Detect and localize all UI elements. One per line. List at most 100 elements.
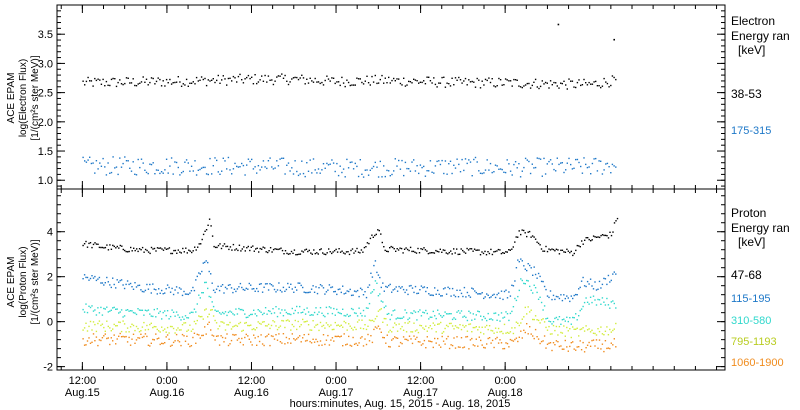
proton-point-795-1193 bbox=[454, 325, 457, 327]
electron-point-175-315 bbox=[261, 166, 263, 168]
proton-point-310-580 bbox=[120, 309, 123, 311]
electron-point-175-315 bbox=[571, 168, 574, 170]
proton-point-1060-1900 bbox=[595, 339, 598, 341]
proton-point-115-195 bbox=[187, 293, 190, 296]
proton-point-310-580 bbox=[300, 312, 302, 314]
proton-point-310-580 bbox=[536, 291, 538, 294]
proton-point-310-580 bbox=[563, 318, 565, 320]
electron-point-175-315 bbox=[200, 167, 203, 169]
proton-point-47-68 bbox=[274, 248, 276, 250]
electron-point-38-53 bbox=[322, 84, 325, 86]
proton-point-310-580 bbox=[224, 311, 227, 313]
electron-point-175-315 bbox=[513, 163, 515, 166]
proton-point-1060-1900 bbox=[411, 342, 414, 345]
proton-point-795-1193 bbox=[527, 306, 529, 308]
proton-point-310-580 bbox=[509, 312, 512, 315]
electron-point-38-53 bbox=[279, 75, 281, 77]
proton-point-795-1193 bbox=[275, 325, 277, 327]
electron-point-38-53 bbox=[443, 76, 445, 78]
proton-point-795-1193 bbox=[284, 326, 286, 329]
proton-point-1060-1900 bbox=[321, 344, 323, 346]
proton-point-115-195 bbox=[534, 273, 537, 276]
proton-legend-795-1193: 795-1193 bbox=[731, 336, 777, 348]
proton-point-47-68 bbox=[317, 253, 319, 255]
proton-point-115-195 bbox=[331, 286, 334, 288]
proton-point-795-1193 bbox=[401, 325, 403, 328]
proton-point-310-580 bbox=[248, 314, 250, 317]
proton-point-310-580 bbox=[221, 311, 224, 314]
proton-point-47-68 bbox=[606, 235, 608, 237]
proton-point-1060-1900 bbox=[379, 328, 381, 330]
proton-point-795-1193 bbox=[199, 316, 201, 318]
proton-point-115-195 bbox=[546, 295, 549, 297]
electron-point-38-53 bbox=[561, 82, 563, 85]
proton-point-1060-1900 bbox=[322, 334, 325, 336]
electron-point-38-53 bbox=[544, 81, 547, 84]
electron-point-175-315 bbox=[291, 167, 293, 169]
proton-point-1060-1900 bbox=[125, 335, 127, 338]
electron-point-38-53 bbox=[169, 78, 171, 81]
proton-point-115-195 bbox=[296, 289, 298, 291]
electron-point-38-53 bbox=[413, 78, 415, 80]
proton-point-1060-1900 bbox=[215, 335, 218, 337]
proton-point-795-1193 bbox=[402, 329, 405, 331]
proton-point-310-580 bbox=[122, 316, 124, 318]
electron-point-38-53 bbox=[271, 79, 273, 81]
proton-point-795-1193 bbox=[494, 327, 497, 329]
proton-point-310-580 bbox=[353, 312, 356, 314]
proton-point-795-1193 bbox=[303, 321, 305, 323]
proton-point-1060-1900 bbox=[356, 344, 359, 346]
proton-point-1060-1900 bbox=[166, 334, 169, 336]
electron-point-38-53 bbox=[336, 81, 338, 83]
proton-point-47-68 bbox=[89, 242, 92, 244]
electron-point-38-53 bbox=[463, 80, 465, 82]
proton-point-795-1193 bbox=[597, 328, 599, 330]
proton-point-115-195 bbox=[198, 272, 200, 274]
proton-point-47-68 bbox=[281, 249, 284, 252]
proton-point-47-68 bbox=[127, 251, 129, 253]
proton-point-310-580 bbox=[238, 307, 240, 310]
proton-point-47-68 bbox=[305, 248, 308, 250]
electron-point-38-53 bbox=[576, 81, 579, 84]
proton-point-310-580 bbox=[367, 307, 369, 309]
proton-point-115-195 bbox=[438, 293, 440, 295]
proton-point-115-195 bbox=[294, 286, 296, 288]
proton-point-1060-1900 bbox=[518, 336, 520, 338]
proton-point-795-1193 bbox=[152, 326, 154, 329]
proton-point-115-195 bbox=[334, 290, 336, 293]
proton-point-115-195 bbox=[405, 289, 408, 291]
electron-point-175-315 bbox=[327, 164, 330, 166]
proton-point-47-68 bbox=[484, 250, 486, 253]
proton-point-795-1193 bbox=[425, 325, 427, 327]
proton-point-310-580 bbox=[321, 312, 323, 314]
electron-point-175-315 bbox=[95, 160, 98, 162]
proton-point-1060-1900 bbox=[132, 333, 135, 335]
proton-point-1060-1900 bbox=[386, 334, 388, 336]
proton-point-795-1193 bbox=[545, 326, 547, 329]
proton-point-310-580 bbox=[352, 308, 354, 311]
proton-point-115-195 bbox=[321, 285, 323, 287]
proton-point-115-195 bbox=[428, 293, 430, 295]
proton-point-1060-1900 bbox=[126, 341, 129, 343]
proton-point-795-1193 bbox=[483, 333, 485, 335]
proton-point-47-68 bbox=[116, 245, 118, 248]
proton-point-795-1193 bbox=[278, 326, 280, 329]
proton-point-1060-1900 bbox=[297, 336, 299, 339]
proton-point-310-580 bbox=[554, 317, 556, 320]
proton-point-47-68 bbox=[290, 250, 293, 253]
proton-point-310-580 bbox=[385, 305, 387, 307]
proton-point-115-195 bbox=[471, 287, 473, 289]
proton-point-795-1193 bbox=[385, 318, 387, 320]
proton-point-115-195 bbox=[180, 288, 182, 290]
electron-point-38-53 bbox=[476, 77, 478, 80]
proton-point-795-1193 bbox=[350, 327, 353, 329]
proton-point-115-195 bbox=[503, 290, 506, 293]
proton-panel-frame bbox=[56, 188, 726, 371]
proton-point-795-1193 bbox=[472, 326, 474, 329]
proton-point-47-68 bbox=[205, 229, 208, 231]
proton-point-310-580 bbox=[370, 292, 372, 294]
proton-point-310-580 bbox=[591, 301, 593, 304]
electron-point-175-315 bbox=[549, 159, 552, 161]
proton-point-115-195 bbox=[491, 294, 494, 296]
proton-point-47-68 bbox=[542, 250, 544, 252]
